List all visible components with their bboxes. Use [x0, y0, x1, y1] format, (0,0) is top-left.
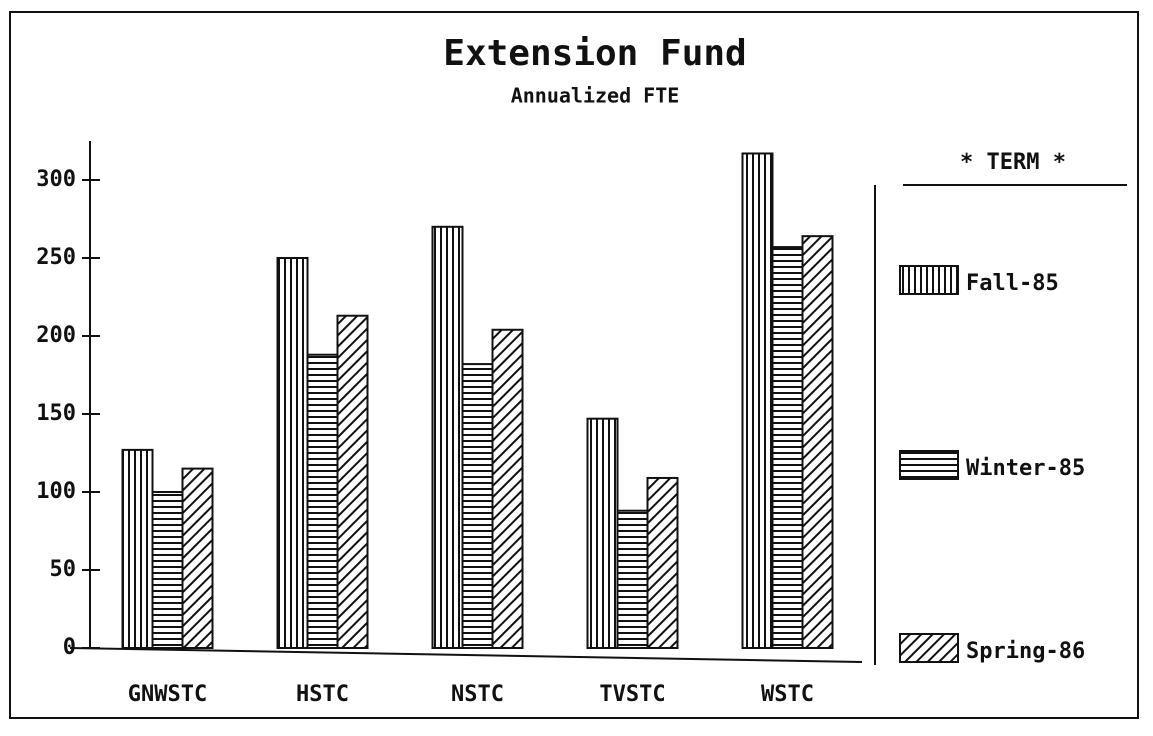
bar	[306, 353, 339, 649]
y-tick-label: 50	[50, 557, 77, 582]
bar	[491, 328, 524, 649]
legend-title: * TERM *	[960, 150, 1066, 175]
bar	[121, 448, 154, 649]
x-tick-label: HSTC	[296, 682, 349, 707]
y-tick-label: 0	[63, 635, 76, 660]
frame	[9, 11, 1139, 719]
legend-swatch	[899, 265, 959, 295]
legend-swatch	[899, 633, 959, 663]
bar	[741, 152, 774, 649]
bar	[181, 467, 214, 649]
y-tick-label: 150	[36, 401, 76, 426]
x-tick-label: GNWSTC	[128, 682, 207, 707]
x-axis	[69, 647, 863, 663]
bar	[586, 417, 619, 649]
chart-subtitle: Annualized FTE	[511, 84, 680, 108]
y-tick-label: 300	[36, 167, 76, 192]
legend-swatch	[899, 450, 959, 480]
legend-label: Winter-85	[966, 456, 1085, 481]
bar	[616, 509, 649, 649]
y-tick-label: 100	[36, 479, 76, 504]
x-tick-label: TVSTC	[599, 682, 665, 707]
legend-label: Fall-85	[966, 271, 1059, 296]
bar	[276, 257, 309, 649]
bar	[151, 491, 184, 649]
bar	[336, 314, 369, 649]
chart-title: Extension Fund	[443, 33, 746, 74]
legend-label: Spring-86	[966, 639, 1085, 664]
bar	[801, 235, 834, 649]
y-tick-label: 200	[36, 323, 76, 348]
x-tick-label: NSTC	[451, 682, 504, 707]
bar	[461, 363, 494, 649]
bar	[771, 246, 804, 650]
bar	[646, 476, 679, 649]
bar	[431, 225, 464, 650]
x-tick-label: WSTC	[761, 682, 814, 707]
y-tick-label: 250	[36, 245, 76, 270]
